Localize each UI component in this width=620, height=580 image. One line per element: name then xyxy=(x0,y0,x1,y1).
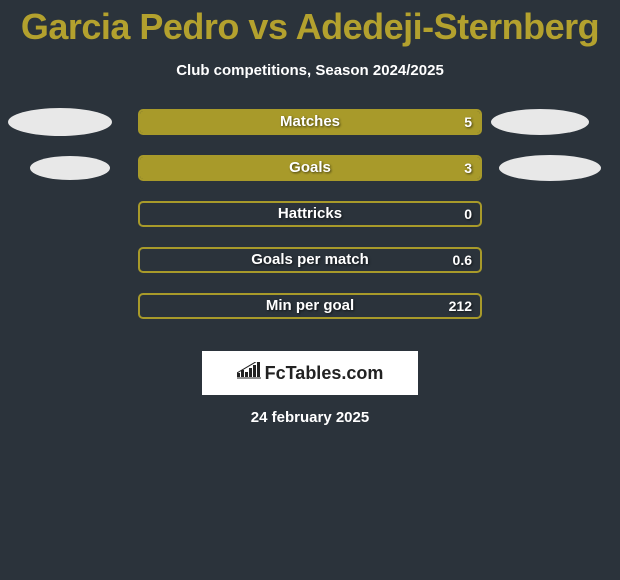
page-title: Garcia Pedro vs Adedeji-Sternberg xyxy=(0,0,620,48)
placeholder-ellipse xyxy=(491,109,589,135)
fctables-logo-text: FcTables.com xyxy=(265,363,384,384)
bar-fill xyxy=(140,157,480,179)
placeholder-ellipse xyxy=(30,156,110,180)
bar-track xyxy=(138,155,482,181)
bar-fill xyxy=(140,111,480,133)
stat-row: Min per goal212 xyxy=(0,293,620,339)
fctables-logo: FcTables.com xyxy=(237,362,384,384)
placeholder-ellipse xyxy=(8,108,112,136)
fctables-logo-box: FcTables.com xyxy=(202,351,418,395)
bar-track xyxy=(138,293,482,319)
comparison-chart: Matches5Goals3Hattricks0Goals per match0… xyxy=(0,109,620,339)
bar-track xyxy=(138,247,482,273)
footer-date: 24 february 2025 xyxy=(0,409,620,426)
stat-row: Goals per match0.6 xyxy=(0,247,620,293)
bar-track xyxy=(138,201,482,227)
bar-chart-icon xyxy=(237,362,261,384)
stat-row: Hattricks0 xyxy=(0,201,620,247)
bar-track xyxy=(138,109,482,135)
placeholder-ellipse xyxy=(499,155,601,181)
page-subtitle: Club competitions, Season 2024/2025 xyxy=(0,62,620,79)
